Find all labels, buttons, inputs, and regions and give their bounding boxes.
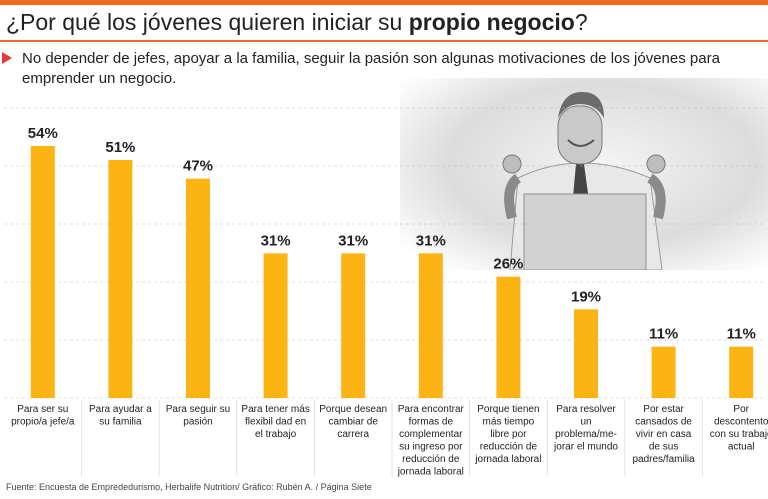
value-label: 54%: [28, 125, 58, 142]
bar: [496, 276, 521, 398]
category-label: Porque tienen más tiempo libre por reducció…: [474, 404, 541, 465]
value-label: 11%: [727, 326, 756, 343]
bar: [108, 160, 133, 398]
bar: [574, 309, 598, 398]
bar: [418, 253, 443, 398]
category-label: Para ayudar a su familia: [89, 404, 152, 428]
value-label: 31%: [338, 232, 368, 249]
bullet-arrow-icon: [2, 52, 12, 64]
title-bold: propio negocio: [408, 9, 575, 35]
top-accent-bar: [0, 0, 768, 5]
value-label: 51%: [105, 139, 135, 156]
category-label: Porque desean cambiar de carrera: [319, 404, 387, 440]
category-label: Para encontrar formas de complementar su in…: [397, 404, 465, 478]
bar: [263, 253, 288, 398]
value-label: 26%: [493, 256, 523, 273]
source-note: Fuente: Encuesta de Emprededurismo, Herb…: [6, 482, 372, 492]
value-label: 47%: [183, 158, 213, 175]
value-label: 11%: [649, 326, 678, 343]
category-label: Por descontento con su trabajo actual: [710, 404, 768, 453]
bar: [30, 146, 55, 398]
bar: [341, 253, 366, 398]
subtitle: No depender de jefes, apoyar a la famili…: [22, 50, 720, 87]
title-rule: [0, 40, 768, 42]
value-label: 19%: [571, 288, 601, 305]
title-prefix: ¿Por qué los jóvenes quieren iniciar su: [6, 9, 409, 35]
man-celebrating-at-laptop-image: [400, 78, 768, 270]
category-label: Por estar cansados de vivir en casa de sus p…: [632, 404, 695, 465]
category-label: Para tener más flexibil dad en el trabajo: [241, 404, 309, 440]
bar: [729, 346, 754, 398]
category-label: Para seguir su pasión: [166, 404, 230, 428]
value-label: 31%: [416, 232, 446, 249]
page-title: ¿Por qué los jóvenes quieren iniciar su …: [6, 8, 588, 36]
category-label: Para resolver un problema/me-jorar el mund…: [553, 404, 618, 453]
bar: [651, 346, 676, 398]
bar: [186, 178, 210, 398]
value-label: 31%: [261, 232, 291, 249]
category-label: Para ser su propio/a jefe/a: [11, 404, 75, 428]
title-suffix: ?: [574, 9, 588, 35]
